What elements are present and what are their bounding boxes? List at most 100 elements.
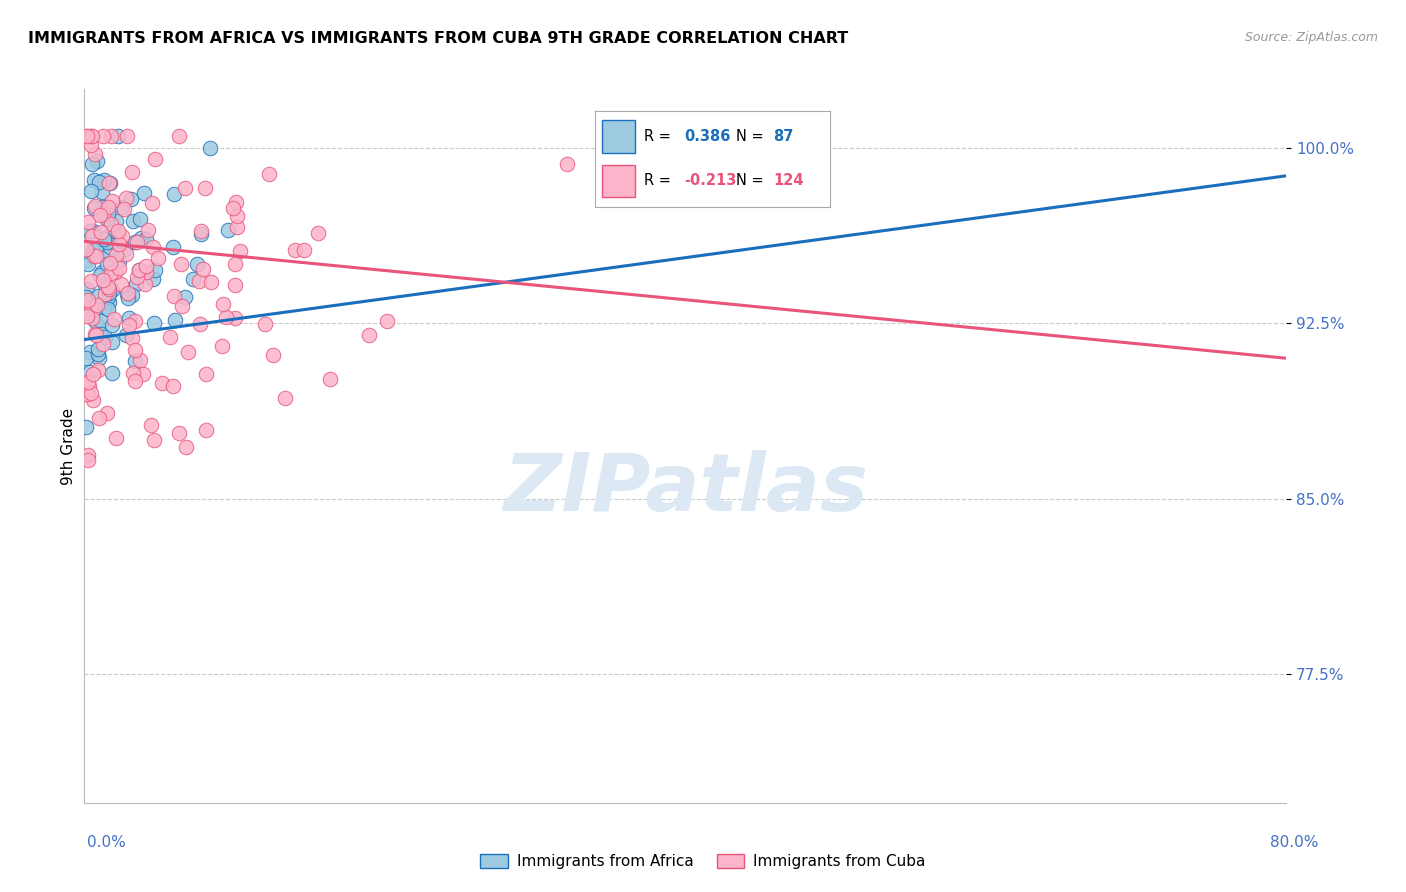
Point bbox=[259, 167, 281, 181]
Point bbox=[98, 240, 121, 254]
Point bbox=[183, 271, 205, 285]
Point bbox=[87, 347, 110, 361]
Point bbox=[142, 272, 165, 286]
Point bbox=[124, 354, 146, 368]
Point bbox=[163, 186, 186, 201]
Point bbox=[75, 351, 97, 365]
Point bbox=[307, 226, 329, 240]
Point bbox=[84, 315, 107, 329]
Point bbox=[222, 201, 245, 215]
Point bbox=[274, 391, 297, 405]
Point bbox=[111, 228, 134, 243]
Point bbox=[284, 243, 307, 257]
Point bbox=[108, 254, 131, 268]
Point bbox=[143, 152, 166, 166]
Point bbox=[107, 128, 129, 143]
Point bbox=[93, 232, 115, 246]
Point bbox=[86, 298, 108, 312]
Point bbox=[89, 268, 111, 282]
Point bbox=[162, 378, 184, 392]
Point bbox=[101, 318, 124, 333]
Y-axis label: 9th Grade: 9th Grade bbox=[60, 408, 76, 484]
Point bbox=[91, 200, 114, 214]
Point bbox=[143, 433, 166, 447]
Point bbox=[97, 200, 120, 214]
Point bbox=[170, 299, 193, 313]
Point bbox=[84, 327, 107, 342]
Point bbox=[107, 223, 129, 237]
Point bbox=[226, 209, 249, 223]
Point bbox=[76, 310, 98, 324]
Point bbox=[80, 310, 103, 325]
Point bbox=[98, 282, 121, 296]
Point bbox=[124, 235, 146, 249]
Point bbox=[94, 330, 117, 344]
Point bbox=[121, 214, 143, 228]
Point bbox=[135, 232, 157, 246]
Point bbox=[142, 240, 165, 254]
Point bbox=[115, 328, 138, 343]
Point bbox=[105, 214, 128, 228]
Point bbox=[87, 363, 110, 377]
Point bbox=[80, 157, 103, 171]
Point bbox=[82, 392, 104, 407]
Point bbox=[195, 367, 218, 381]
Point bbox=[121, 288, 143, 302]
Point bbox=[77, 379, 100, 393]
Point bbox=[115, 191, 138, 205]
Point bbox=[86, 153, 108, 168]
Point bbox=[162, 240, 184, 254]
Point bbox=[96, 406, 118, 420]
Point bbox=[93, 300, 115, 314]
Point bbox=[96, 230, 118, 244]
Point bbox=[141, 417, 163, 432]
Point bbox=[211, 339, 233, 353]
Point bbox=[225, 195, 247, 210]
Text: 0.0%: 0.0% bbox=[87, 836, 127, 850]
Point bbox=[91, 273, 114, 287]
Point bbox=[190, 224, 212, 238]
Point bbox=[93, 336, 115, 351]
Point bbox=[96, 256, 118, 270]
Point bbox=[141, 196, 163, 211]
Point bbox=[90, 185, 112, 199]
Point bbox=[100, 128, 122, 143]
Point bbox=[117, 128, 139, 143]
Point bbox=[80, 274, 103, 288]
Point bbox=[100, 235, 122, 249]
Point bbox=[87, 351, 110, 366]
Point bbox=[75, 242, 97, 256]
Point bbox=[319, 372, 342, 386]
Point bbox=[93, 287, 115, 301]
Point bbox=[121, 165, 143, 179]
Point bbox=[224, 278, 246, 293]
Point bbox=[114, 247, 136, 261]
Point bbox=[80, 386, 103, 401]
Point bbox=[118, 318, 141, 333]
Point bbox=[101, 283, 124, 297]
Point bbox=[200, 141, 222, 155]
Point bbox=[80, 138, 103, 153]
Point bbox=[103, 223, 125, 237]
Point bbox=[188, 317, 211, 331]
Point bbox=[101, 366, 124, 380]
Point bbox=[76, 128, 98, 143]
Point bbox=[177, 344, 200, 359]
Point bbox=[262, 348, 284, 362]
Point bbox=[128, 263, 150, 277]
Point bbox=[229, 244, 252, 258]
Point bbox=[186, 257, 208, 271]
Point bbox=[87, 288, 110, 302]
Point bbox=[80, 184, 103, 198]
Point bbox=[294, 243, 316, 257]
Point bbox=[94, 202, 117, 216]
Point bbox=[86, 241, 108, 255]
Point bbox=[129, 352, 152, 367]
Point bbox=[120, 192, 142, 206]
Point bbox=[112, 202, 135, 216]
Point bbox=[174, 290, 197, 304]
Point bbox=[103, 312, 125, 326]
Point bbox=[79, 365, 101, 379]
Point bbox=[108, 236, 131, 251]
Point bbox=[96, 207, 118, 221]
